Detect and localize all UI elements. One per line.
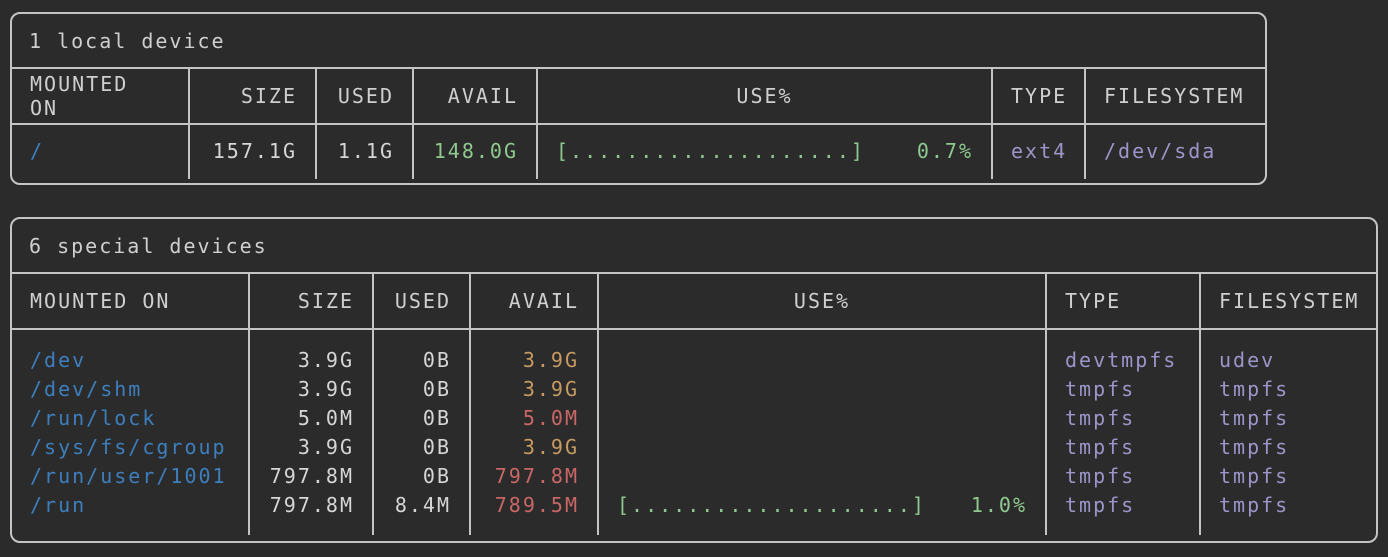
usage-cell: [617, 346, 1027, 375]
mounted-on-column: /dev /dev/shm /run/lock /sys/fs/cgroup /…: [12, 330, 250, 535]
mount-point: /run/lock: [30, 406, 157, 430]
column-header-use-percent: USE%: [599, 274, 1047, 328]
filesystem-value: tmpfs: [1219, 493, 1290, 517]
usage-cell: [....................] 1.0%: [617, 491, 1027, 520]
table-header-row: MOUNTED ON SIZE USED AVAIL USE% TYPE FIL…: [12, 69, 1265, 125]
filesystem-value: tmpfs: [1219, 377, 1290, 401]
avail-value: 3.9G: [522, 435, 579, 459]
usage-percent: 0.7%: [916, 139, 973, 163]
avail-column: 3.9G 3.9G 5.0M 3.9G 797.8M 789.5M: [471, 330, 599, 535]
used-column: 0B 0B 0B 0B 0B 8.4M: [374, 330, 471, 535]
usage-bar: [....................]: [556, 139, 865, 163]
avail-value: 789.5M: [494, 493, 579, 517]
avail-value: 3.9G: [522, 348, 579, 372]
used-value: 0B: [422, 464, 451, 488]
column-header-avail: AVAIL: [414, 69, 538, 123]
table-title: 6 special devices: [29, 233, 268, 258]
filesystem-value: tmpfs: [1219, 435, 1290, 459]
table-header-row: MOUNTED ON SIZE USED AVAIL USE% TYPE FIL…: [12, 274, 1376, 330]
type-column: ext4: [993, 125, 1086, 179]
used-column: 1.1G: [317, 125, 414, 179]
size-column: 157.1G: [190, 125, 317, 179]
size-column: 3.9G 3.9G 5.0M 3.9G 797.8M 797.8M: [250, 330, 374, 535]
usage-bar: [....................]: [617, 493, 926, 517]
column-header-use-percent: USE%: [538, 69, 993, 123]
usage-cell: [....................] 0.7%: [556, 137, 973, 166]
usage-cell: [617, 375, 1027, 404]
used-value: 0B: [422, 348, 451, 372]
type-value: tmpfs: [1065, 435, 1136, 459]
table-title: 1 local device: [29, 28, 226, 53]
filesystem-value: tmpfs: [1219, 406, 1290, 430]
type-value: devtmpfs: [1065, 348, 1178, 372]
used-value: 8.4M: [394, 493, 451, 517]
used-value: 0B: [422, 406, 451, 430]
avail-value: 5.0M: [522, 406, 579, 430]
column-header-size: SIZE: [190, 69, 317, 123]
type-column: devtmpfs tmpfs tmpfs tmpfs tmpfs tmpfs: [1047, 330, 1201, 535]
filesystem-value: tmpfs: [1219, 464, 1290, 488]
use-percent-column: [....................] 1.0%: [599, 330, 1047, 535]
column-header-type: TYPE: [993, 69, 1086, 123]
used-value: 0B: [422, 435, 451, 459]
usage-cell: [617, 462, 1027, 491]
mount-point: /dev/shm: [30, 377, 143, 401]
column-header-used: USED: [317, 69, 414, 123]
column-header-filesystem: FILESYSTEM: [1219, 289, 1360, 313]
mount-point: /run/user/1001: [30, 464, 227, 488]
avail-column: 148.0G: [414, 125, 538, 179]
size-value: 797.8M: [269, 464, 354, 488]
column-header-size: SIZE: [250, 274, 374, 328]
table-title-row: 1 local device: [12, 14, 1265, 69]
size-value: 3.9G: [297, 348, 354, 372]
usage-cell: [617, 433, 1027, 462]
mount-point: /run: [30, 493, 87, 517]
use-percent-column: [....................] 0.7%: [538, 125, 993, 179]
avail-value: 3.9G: [522, 377, 579, 401]
mount-point: /sys/fs/cgroup: [30, 435, 227, 459]
table-title-row: 6 special devices: [12, 219, 1376, 274]
column-header-mounted-on: MOUNTED ON: [12, 274, 250, 328]
size-value: 797.8M: [269, 493, 354, 517]
size-value: 157.1G: [212, 139, 297, 163]
filesystem-value: udev: [1219, 348, 1276, 372]
type-value: tmpfs: [1065, 493, 1136, 517]
avail-value: 148.0G: [433, 139, 518, 163]
filesystem-value: /dev/sda: [1104, 139, 1217, 163]
column-header-filesystem: FILESYSTEM: [1104, 84, 1245, 108]
filesystem-column: udev tmpfs tmpfs tmpfs tmpfs tmpfs: [1201, 330, 1376, 535]
type-value: tmpfs: [1065, 406, 1136, 430]
column-header-avail: AVAIL: [471, 274, 599, 328]
usage-cell: [617, 404, 1027, 433]
usage-percent: 1.0%: [970, 493, 1027, 517]
mount-point: /: [30, 139, 45, 163]
filesystem-column: /dev/sda: [1086, 125, 1265, 179]
column-header-used: USED: [374, 274, 471, 328]
local-devices-table: 1 local device MOUNTED ON SIZE USED AVAI…: [10, 12, 1267, 185]
size-value: 5.0M: [297, 406, 354, 430]
mount-point: /dev: [30, 348, 87, 372]
type-value: ext4: [1011, 139, 1068, 163]
type-value: tmpfs: [1065, 464, 1136, 488]
table-body: /dev /dev/shm /run/lock /sys/fs/cgroup /…: [12, 330, 1376, 535]
column-header-type: TYPE: [1047, 274, 1201, 328]
type-value: tmpfs: [1065, 377, 1136, 401]
mounted-on-column: /: [12, 125, 190, 179]
size-value: 3.9G: [297, 435, 354, 459]
used-value: 0B: [422, 377, 451, 401]
used-value: 1.1G: [337, 139, 394, 163]
special-devices-table: 6 special devices MOUNTED ON SIZE USED A…: [10, 217, 1378, 543]
size-value: 3.9G: [297, 377, 354, 401]
table-body: / 157.1G 1.1G 148.0G [..................…: [12, 125, 1265, 179]
column-header-mounted-on: MOUNTED ON: [12, 69, 190, 123]
avail-value: 797.8M: [494, 464, 579, 488]
